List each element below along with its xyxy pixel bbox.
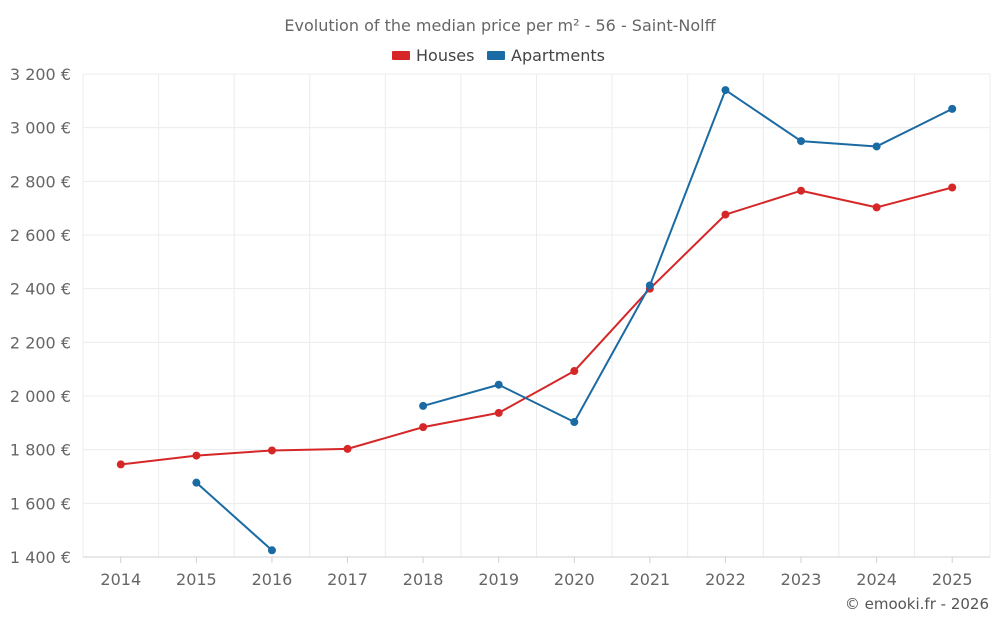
- x-tick-label: 2017: [327, 570, 368, 589]
- x-tick-label: 2018: [403, 570, 444, 589]
- x-tick-label: 2015: [176, 570, 217, 589]
- data-point[interactable]: [872, 142, 881, 151]
- x-tick-label: 2021: [630, 570, 671, 589]
- legend-label-houses[interactable]: Houses: [416, 46, 474, 65]
- data-point[interactable]: [267, 546, 276, 555]
- data-point[interactable]: [267, 446, 276, 455]
- data-point[interactable]: [797, 186, 806, 195]
- x-tick-label: 2022: [705, 570, 746, 589]
- series-apartments: [192, 86, 957, 555]
- x-tick-label: 2019: [478, 570, 519, 589]
- data-point[interactable]: [419, 423, 428, 432]
- series-line: [422, 89, 953, 424]
- y-tick-label: 1 400 €: [10, 548, 71, 567]
- data-point[interactable]: [948, 104, 957, 113]
- series-layer: [116, 86, 957, 555]
- y-tick-label: 2 000 €: [10, 387, 71, 406]
- x-tick-label: 2014: [100, 570, 141, 589]
- data-point[interactable]: [192, 451, 201, 460]
- series-line: [120, 186, 953, 466]
- y-tick-label: 2 600 €: [10, 226, 71, 245]
- y-tick-label: 1 600 €: [10, 494, 71, 513]
- y-tick-label: 3 000 €: [10, 119, 71, 138]
- legend-swatch-houses: [392, 51, 410, 60]
- y-tick-label: 3 200 €: [10, 65, 71, 84]
- data-point[interactable]: [419, 401, 428, 410]
- x-axis: 2014 2015 2016 2017 2018 2019 2020 2021 2022 2023…: [83, 556, 990, 589]
- y-tick-label: 2 800 €: [10, 172, 71, 191]
- x-tick-label: 2023: [781, 570, 822, 589]
- data-point[interactable]: [570, 418, 579, 427]
- data-point[interactable]: [872, 203, 881, 212]
- y-axis: 1 400 € 1 600 € 1 800 € 2 000 € 2 200 € 2 400…: [10, 65, 71, 567]
- series-houses: [116, 183, 957, 469]
- y-tick-label: 2 400 €: [10, 280, 71, 299]
- data-point[interactable]: [192, 478, 201, 487]
- legend: Houses Apartments: [392, 46, 605, 65]
- data-point[interactable]: [494, 408, 503, 417]
- y-tick-label: 1 800 €: [10, 441, 71, 460]
- data-point[interactable]: [116, 460, 125, 469]
- chart-title: Evolution of the median price per m² - 5…: [284, 16, 716, 35]
- x-tick-label: 2025: [932, 570, 973, 589]
- grid: [82, 73, 991, 557]
- data-point[interactable]: [721, 210, 730, 219]
- x-tick-label: 2024: [856, 570, 897, 589]
- data-point[interactable]: [797, 137, 806, 146]
- y-tick-label: 2 200 €: [10, 333, 71, 352]
- data-point[interactable]: [343, 444, 352, 453]
- x-tick-label: 2020: [554, 570, 595, 589]
- data-point[interactable]: [494, 380, 503, 389]
- chart-credit: © emooki.fr - 2026: [845, 595, 989, 613]
- legend-label-apartments[interactable]: Apartments: [511, 46, 605, 65]
- data-point[interactable]: [570, 367, 579, 376]
- data-point[interactable]: [948, 183, 957, 192]
- x-tick-label: 2016: [252, 570, 293, 589]
- legend-swatch-apartments: [487, 51, 505, 60]
- series-line: [195, 481, 273, 552]
- data-point[interactable]: [721, 86, 730, 95]
- data-point[interactable]: [645, 281, 654, 290]
